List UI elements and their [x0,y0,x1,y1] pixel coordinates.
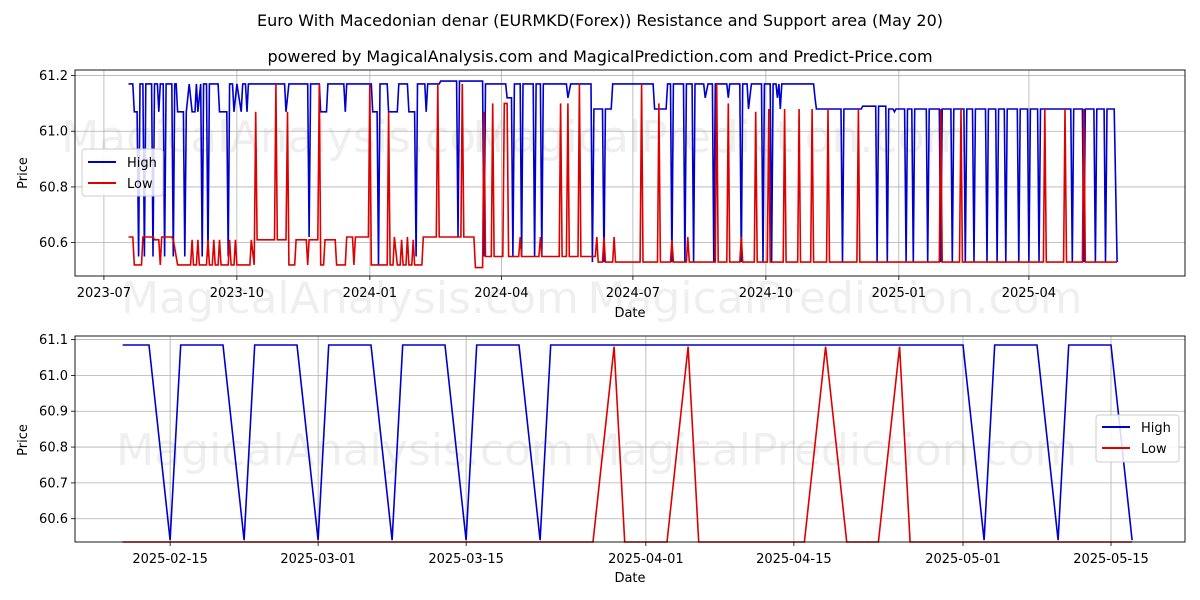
top-legend-box [81,148,164,197]
top-watermark-4: MagicalPrediction.com [588,273,1083,324]
bottom-x-tick-label: 2025-04-01 [608,552,684,567]
bottom-y-tick-label: 60.7 [39,476,68,491]
top-x-tick-label: 2025-04 [1002,286,1056,301]
top-x-tick-label: 2025-01 [872,286,926,301]
top-watermark-3: MagicalAnalysis.com [121,273,579,324]
top-high-line [128,80,1118,265]
chart-subtitle: powered by MagicalAnalysis.com and Magic… [267,47,932,66]
top-legend: High Low [81,148,164,197]
bottom-x-tick-label: 2025-02-15 [132,552,208,567]
top-y-tick-label: 61.2 [39,69,68,84]
bottom-y-axis-label: Price [16,424,31,456]
bottom-watermark-2: MagicalPrediction.com [583,425,1078,476]
bottom-y-tick-label: 61.1 [39,333,68,348]
bottom-y-tick-label: 60.6 [39,512,68,527]
bottom-watermark-1: MagicalAnalysis.com [116,425,574,476]
top-x-tick-label: 2024-07 [606,286,660,301]
top-x-tick-label: 2023-10 [210,286,264,301]
top-legend-high-label: High [127,156,157,171]
top-x-tick-label: 2024-01 [343,286,397,301]
bottom-x-tick-label: 2025-03-01 [280,552,356,567]
bottom-x-tick-label: 2025-05-01 [925,552,1001,567]
bottom-x-tick-label: 2025-03-15 [428,552,504,567]
top-watermark-2: MagicalPrediction.com [473,112,968,163]
bottom-y-tick-label: 60.9 [39,405,68,420]
top-low-line [128,83,1118,269]
top-x-tick-label: 2024-04 [474,286,528,301]
top-y-tick-label: 60.8 [39,180,68,195]
top-panel: MagicalAnalysis.com MagicalPrediction.co… [16,69,1186,324]
top-y-tick-label: 60.6 [39,236,68,251]
bottom-legend-high-label: High [1141,421,1171,436]
bottom-x-tick-label: 2025-04-15 [756,552,832,567]
bottom-x-tick-label: 2025-05-15 [1073,552,1149,567]
bottom-legend: High Low [1095,414,1180,463]
top-y-tick-label: 61.0 [39,125,68,140]
top-y-axis-label: Price [16,157,31,189]
bottom-y-tick-label: 61.0 [39,369,68,384]
top-x-tick-label: 2024-10 [739,286,793,301]
bottom-legend-low-label: Low [1141,442,1167,457]
top-x-axis-label: Date [614,306,645,321]
top-plot-frame [74,69,1186,277]
chart-title: Euro With Macedonian denar (EURMKD(Forex… [257,11,943,30]
bottom-high-line [122,344,1133,541]
top-legend-low-label: Low [127,177,153,192]
bottom-x-axis-label: Date [614,571,645,586]
bottom-y-tick-label: 60.8 [39,441,68,456]
top-x-tick-label: 2023-07 [77,286,131,301]
bottom-panel: MagicalAnalysis.com MagicalPrediction.co… [16,333,1186,586]
bottom-plot-frame [74,335,1186,543]
